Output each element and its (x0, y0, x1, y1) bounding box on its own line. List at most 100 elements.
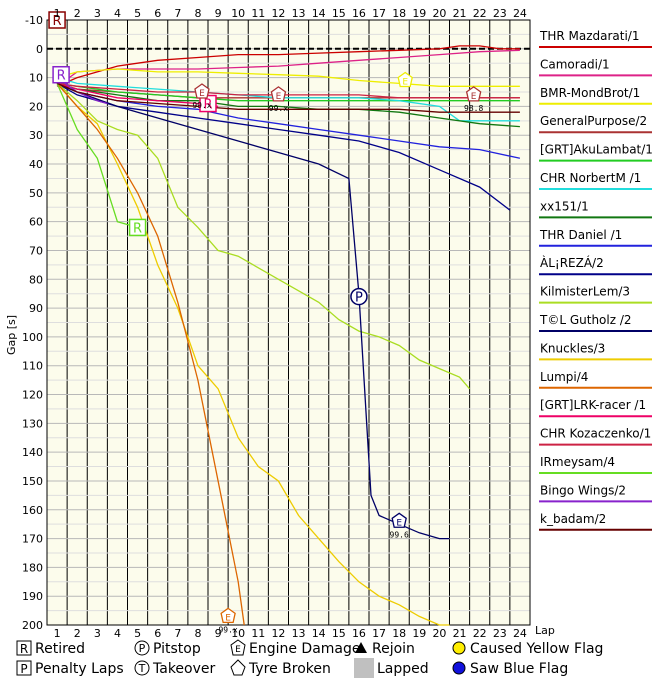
engine-damage-value-label: 98.8 (464, 104, 483, 113)
x-tick-label-bottom: 9 (215, 627, 222, 640)
key-label: Caused Yellow Flag (470, 641, 603, 657)
y-tick-label: 0 (36, 43, 43, 56)
legend: THR Mazdarati/1 Camoradi/1 BMR-MondBrot/1 G… (539, 29, 653, 531)
engine-damage-marker (270, 86, 287, 102)
y-tick-label: 50 (29, 187, 43, 200)
engine-damage-marker-letter: E (402, 78, 408, 88)
x-tick-label-top: 14 (312, 7, 326, 20)
key-label: Retired (35, 641, 85, 657)
key-square-symbol (16, 660, 32, 676)
engine-damage-value-label: 99.x (218, 625, 237, 634)
pitstop-marker-letter: P (355, 291, 363, 306)
symbol-key: R Retired P Pitstop E Engine Damage Rejoin Caus… (16, 639, 603, 678)
key-circle-symbol (134, 660, 150, 676)
key-blue-dot (452, 661, 466, 675)
series-line-0 (56, 45, 520, 87)
series-line-16 (56, 77, 108, 105)
legend-entry-label: CHR NorbertM /1 (540, 171, 641, 185)
engine-damage-value-label: 99.6 (390, 530, 409, 539)
legend-entry-label: xx151/1 (540, 199, 589, 213)
retired-marker-letter: R (53, 14, 62, 29)
key-symbol-letter: T (138, 662, 146, 675)
y-tick-label: 110 (22, 360, 43, 373)
x-tick-label-top: 21 (453, 7, 467, 20)
x-tick-label-bottom: 24 (513, 627, 527, 640)
x-tick-label-top: 1 (54, 7, 61, 20)
y-tick-label: 70 (29, 244, 43, 257)
legend-entry-label: THR Daniel /1 (539, 228, 622, 242)
y-tick-label: 120 (22, 389, 43, 402)
legend-entry-label: IRmeysam/4 (540, 455, 615, 469)
y-tick-label: 80 (29, 273, 43, 286)
x-tick-label-top: 18 (392, 7, 406, 20)
event-markers: R R R R P E 99.x E 99.x E E 98.8 E 99.6 E 99.x (48, 11, 483, 634)
x-tick-label-top: 8 (194, 7, 201, 20)
y-tick-label: 160 (22, 504, 43, 517)
series-line-2 (56, 68, 520, 87)
y-tick-label: 90 (29, 302, 43, 315)
x-tick-label-top: 15 (332, 7, 346, 20)
series-line-11 (56, 82, 450, 626)
x-tick-label-top: 19 (412, 7, 426, 20)
engine-damage-marker-letter: E (199, 89, 205, 99)
key-label: Takeover (152, 661, 215, 677)
x-ticks-top: 1 2 3 4 5 6 7 8 9 10 11 12 13 14 15 16 17 18 19 20 21 22 23 24 (54, 7, 527, 20)
legend-entry-label: Lumpi/4 (540, 370, 588, 384)
x-tick-label-bottom: 20 (432, 627, 446, 640)
key-label: Engine Damage (249, 641, 361, 657)
x-tick-label-bottom: 11 (251, 627, 265, 640)
engine-damage-marker-letter: E (396, 518, 402, 528)
engine-damage-marker (194, 83, 210, 99)
x-tick-label-top: 4 (114, 7, 121, 20)
x-tick-label-top: 11 (251, 7, 265, 20)
legend-entry-label: CHR Kozaczenko/1 (540, 427, 651, 441)
key-symbol-letter: R (20, 642, 28, 656)
key-label: Pitstop (153, 641, 201, 657)
series-line-6 (56, 82, 520, 128)
x-tick-label-top: 3 (94, 7, 101, 20)
key-symbol-letter: P (139, 642, 146, 655)
legend-entry-label: ÀL¡REZÁ/2 (540, 255, 604, 270)
x-tick-label-bottom: 8 (194, 627, 201, 640)
x-tick-label-bottom: 23 (493, 627, 507, 640)
y-tick-label: 60 (29, 216, 43, 229)
pitstop-marker (350, 287, 368, 306)
series-line-15 (56, 83, 138, 229)
engine-damage-marker-letter: E (471, 92, 477, 102)
engine-damage-marker-letter: E (276, 92, 282, 102)
y-tick-label: 190 (22, 590, 43, 603)
key-label: Rejoin (372, 641, 415, 657)
x-tick-label-bottom: 10 (231, 627, 245, 640)
x-tick-label-top: 23 (493, 7, 507, 20)
x-tick-label-top: 22 (473, 7, 487, 20)
x-tick-label-top: 20 (432, 7, 446, 20)
engine-damage-marker (397, 71, 413, 88)
retired-marker-letter: R (203, 98, 212, 113)
legend-entry-label: k_badam/2 (540, 512, 606, 526)
y-tick-label: -10 (25, 14, 43, 27)
key-square-symbol (16, 640, 32, 656)
y-tick-label: 140 (22, 446, 43, 459)
key-circle-symbol (134, 640, 150, 656)
key-tyre-symbol (230, 659, 246, 676)
y-axis-label: Gap [s] (5, 315, 18, 355)
key-label: Lapped (377, 661, 429, 677)
x-tick-label-bottom: 17 (372, 627, 386, 640)
key-lapped-square (354, 658, 374, 678)
x-tick-label-bottom: 18 (392, 627, 406, 640)
series-line-5 (56, 76, 520, 122)
y-tick-label: 20 (29, 100, 43, 113)
x-tick-label-top: 13 (292, 7, 306, 20)
legend-entry-label: Camoradi/1 (540, 57, 610, 71)
x-tick-label-top: 12 (271, 7, 285, 20)
engine-damage-marker (465, 86, 482, 102)
retired-marker (52, 65, 70, 84)
series-line-17 (56, 82, 520, 113)
x-tick-label-top: 6 (154, 7, 161, 20)
x-tick-label-bottom: 21 (453, 627, 467, 640)
legend-entry-label: BMR-MondBrot/1 (540, 86, 640, 100)
x-tick-label-bottom: 15 (332, 627, 346, 640)
x-tick-label-bottom: 19 (412, 627, 426, 640)
legend-entry-label: [GRT]AkuLambat/1 (540, 143, 653, 157)
